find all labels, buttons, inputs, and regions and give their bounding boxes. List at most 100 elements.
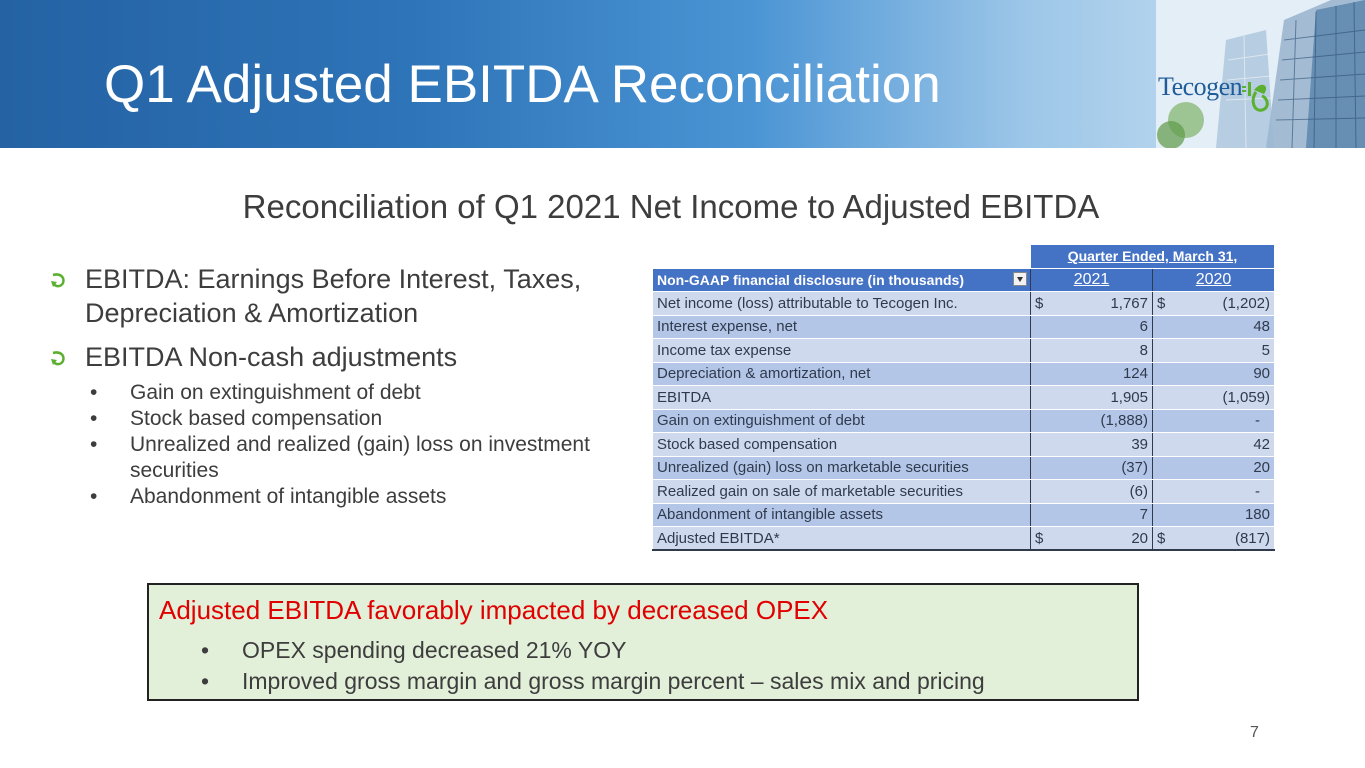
- value-2020: (1,059): [1152, 385, 1275, 410]
- row-label: Abandonment of intangible assets: [652, 502, 1031, 527]
- table-row: Interest expense, net 6 48: [652, 314, 1275, 339]
- callout-item: • Improved gross margin and gross margin …: [201, 666, 985, 697]
- value-2021: 124: [1030, 361, 1153, 386]
- table-row: Unrealized (gain) loss on marketable sec…: [652, 455, 1275, 480]
- filter-dropdown-icon[interactable]: [1013, 271, 1027, 286]
- currency-symbol: $: [1035, 529, 1044, 547]
- row-label: Adjusted EBITDA*: [652, 526, 1031, 551]
- row-label: Realized gain on sale of marketable secu…: [652, 479, 1031, 504]
- value-2021: 39: [1030, 432, 1153, 457]
- green-arrow-bullet-icon: [51, 273, 65, 288]
- value-2020: 48: [1152, 314, 1275, 339]
- row-label: Gain on extinguishment of debt: [652, 408, 1031, 433]
- value-2021: (37): [1030, 455, 1153, 480]
- callout-item-text: OPEX spending decreased 21% YOY: [242, 637, 627, 663]
- value-2020: $ (817): [1152, 526, 1275, 551]
- year-header-2020: 2020: [1152, 267, 1275, 292]
- table-row: Realized gain on sale of marketable secu…: [652, 479, 1275, 504]
- table-row: Gain on extinguishment of debt (1,888) -: [652, 408, 1275, 433]
- value-text: 20: [1131, 529, 1148, 547]
- row-label: EBITDA: [652, 385, 1031, 410]
- table-row: Stock based compensation 39 42: [652, 432, 1275, 457]
- bullet-list: EBITDA: Earnings Before Interest, Taxes,…: [50, 262, 650, 510]
- sub-bullet: • Stock based compensation: [50, 406, 670, 432]
- table-row-adjusted-ebitda: Adjusted EBITDA* $20 $ (817): [652, 526, 1275, 551]
- year-header-row: Non-GAAP financial disclosure (in thousa…: [652, 267, 1275, 292]
- empty-cell: [652, 244, 1031, 268]
- value-2020: 180: [1152, 502, 1275, 527]
- bullet-ebitda-definition: EBITDA: Earnings Before Interest, Taxes,…: [50, 262, 650, 330]
- period-header-row: Quarter Ended, March 31,: [652, 244, 1275, 269]
- bullet-dot: •: [90, 381, 98, 404]
- value-2021: 1,905: [1030, 385, 1153, 410]
- callout-item-text: Improved gross margin and gross margin p…: [242, 668, 985, 694]
- sub-bullet: • Unrealized and realized (gain) loss on …: [50, 432, 670, 484]
- bullet-dot: •: [90, 433, 98, 456]
- value-2020: 90: [1152, 361, 1275, 386]
- value-2021: 6: [1030, 314, 1153, 339]
- table-row: Net income (loss) attributable to Tecoge…: [652, 291, 1275, 316]
- building-image: [1156, 0, 1365, 148]
- bullet-dot: •: [90, 485, 98, 508]
- value-text: (1,202): [1222, 294, 1270, 312]
- label-header-text: Non-GAAP financial disclosure (in thousa…: [657, 271, 964, 288]
- currency-symbol: $: [1157, 294, 1166, 312]
- year-header-2021: 2021: [1030, 267, 1153, 292]
- row-label: Unrealized (gain) loss on marketable sec…: [652, 455, 1031, 480]
- sub-bullet-text: Gain on extinguishment of debt: [130, 381, 421, 404]
- value-2020: $ (1,202): [1152, 291, 1275, 316]
- value-2020: 5: [1152, 338, 1275, 363]
- row-label: Interest expense, net: [652, 314, 1031, 339]
- sub-bullet-list: • Gain on extinguishment of debt • Stock b…: [50, 380, 650, 510]
- building-illustration: [1156, 0, 1365, 148]
- sub-bullet: • Gain on extinguishment of debt: [50, 380, 670, 406]
- table-row: Income tax expense 8 5: [652, 338, 1275, 363]
- value-2021: (1,888): [1030, 408, 1153, 433]
- value-2020: 42: [1152, 432, 1275, 457]
- period-header: Quarter Ended, March 31,: [1030, 244, 1275, 269]
- callout-item: • OPEX spending decreased 21% YOY: [201, 635, 985, 666]
- table-row: Depreciation & amortization, net 124 90: [652, 361, 1275, 386]
- bullet-text: EBITDA Non-cash adjustments: [85, 342, 458, 372]
- currency-symbol: $: [1035, 294, 1044, 312]
- green-arrow-bullet-icon: [51, 351, 65, 366]
- sub-bullet-text: Unrealized and realized (gain) loss on i…: [130, 433, 590, 482]
- sub-bullet: • Abandonment of intangible assets: [50, 484, 670, 510]
- row-label: Stock based compensation: [652, 432, 1031, 457]
- value-2020: 20: [1152, 455, 1275, 480]
- tecogen-logo: Tecogen: [1158, 72, 1270, 118]
- page-number: 7: [1250, 724, 1259, 741]
- bullet-dot: •: [201, 668, 210, 694]
- logo-text: Tecogen: [1158, 72, 1243, 101]
- value-text: 1,767: [1110, 294, 1148, 312]
- value-text: (817): [1234, 529, 1270, 547]
- sub-bullet-text: Stock based compensation: [130, 407, 383, 430]
- row-label: Depreciation & amortization, net: [652, 361, 1031, 386]
- currency-symbol: $: [1157, 529, 1166, 547]
- value-2021: $1,767: [1030, 291, 1153, 316]
- bullet-dot: •: [201, 637, 210, 663]
- slide-subtitle: Reconciliation of Q1 2021 Net Income to …: [242, 188, 1100, 225]
- opex-callout-box: Adjusted EBITDA favorably impacted by de…: [147, 583, 1139, 701]
- leaf-logo-icon: [1242, 82, 1269, 112]
- reconciliation-table: Quarter Ended, March 31, Non-GAAP financ…: [652, 244, 1275, 551]
- bullet-non-cash-adjustments: EBITDA Non-cash adjustments: [50, 340, 650, 374]
- value-2021: 8: [1030, 338, 1153, 363]
- row-label: Net income (loss) attributable to Tecoge…: [652, 291, 1031, 316]
- bullet-text: EBITDA: Earnings Before Interest, Taxes,…: [85, 264, 582, 328]
- value-2021: (6): [1030, 479, 1153, 504]
- value-2020: -: [1152, 408, 1275, 433]
- callout-list: • OPEX spending decreased 21% YOY • Improv…: [201, 635, 985, 697]
- label-header: Non-GAAP financial disclosure (in thousa…: [652, 267, 1031, 292]
- sub-bullet-text: Abandonment of intangible assets: [130, 485, 447, 508]
- bullet-dot: •: [90, 407, 98, 430]
- table-row: Abandonment of intangible assets 7 180: [652, 502, 1275, 527]
- value-2021: 7: [1030, 502, 1153, 527]
- table-row-ebitda: EBITDA 1,905 (1,059): [652, 385, 1275, 410]
- header-band: Q1 Adjusted EBITDA Reconciliation: [0, 0, 1365, 148]
- value-2021: $20: [1030, 526, 1153, 551]
- slide-title: Q1 Adjusted EBITDA Reconciliation: [104, 55, 941, 114]
- row-label: Income tax expense: [652, 338, 1031, 363]
- value-2020: -: [1152, 479, 1275, 504]
- callout-title: Adjusted EBITDA favorably impacted by de…: [159, 595, 829, 625]
